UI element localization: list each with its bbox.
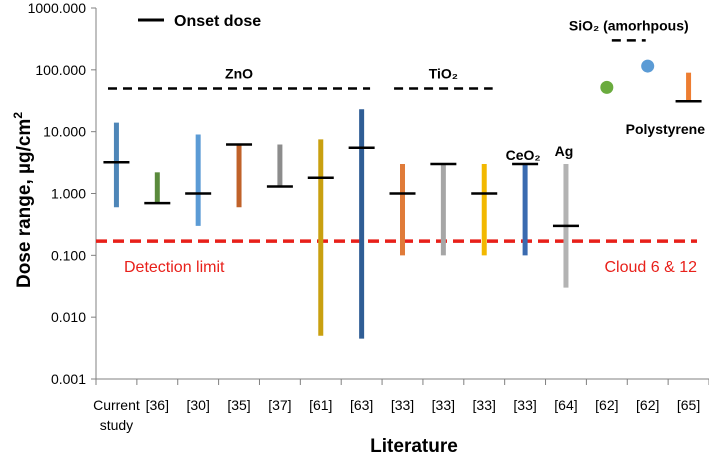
detection-limit-group: Detection limit Cloud 6 & 12	[96, 239, 697, 276]
y-axis-ticks: 0.001 0.010 0.100 1.000 10.000 100.000 1000.00…	[28, 0, 96, 387]
x-tick-label: [33]	[473, 397, 496, 413]
category-annotation: Ag	[555, 143, 574, 159]
x-tick-label: [33]	[391, 397, 414, 413]
x-tick-label: [62]	[595, 397, 618, 413]
y-tick-label: 0.010	[51, 309, 86, 325]
x-tick-label: [36]	[146, 397, 169, 413]
detection-limit-label: Detection limit	[124, 259, 225, 276]
x-tick-label: [64]	[554, 397, 577, 413]
x-tick-label: [61]	[309, 397, 332, 413]
x-tick-label: [33]	[513, 397, 536, 413]
detection-note-label: Cloud 6 & 12	[604, 259, 697, 276]
y-tick-label: 0.001	[51, 371, 86, 387]
y-axis-title-main: Dose range, µg/cm	[14, 119, 35, 288]
y-axis-title-superscript: 2	[11, 112, 25, 119]
legend-onset-label: Onset dose	[174, 13, 261, 30]
category-annotation: CeO₂	[506, 147, 541, 163]
x-tick-label: [37]	[268, 397, 291, 413]
y-tick-label: 10.000	[43, 124, 86, 140]
x-axis-title: Literature	[370, 436, 458, 457]
range-bars	[103, 59, 702, 339]
x-tick-label: [35]	[227, 397, 250, 413]
x-tick-label: study	[100, 417, 133, 433]
y-tick-label: 0.100	[51, 247, 86, 263]
group-label: SiO₂ (amorhpous)	[569, 17, 689, 33]
group-label: ZnO	[225, 65, 253, 81]
y-tick-label: 1000.000	[28, 0, 87, 16]
category-annotation: Polystyrene	[626, 121, 706, 137]
x-tick-label: [65]	[677, 397, 700, 413]
x-tick-label: [30]	[186, 397, 209, 413]
y-tick-label: 100.000	[35, 62, 86, 78]
group-brackets: ZnO TiO₂ SiO₂ (amorhpous) CeO₂ Ag Polystyrene	[108, 17, 705, 163]
data-point	[641, 59, 655, 73]
y-tick-label: 1.000	[51, 186, 86, 202]
legend: Onset dose	[138, 13, 261, 30]
x-axis-ticks: Current study [36] [30] [35] [37] [61] [63] [33]…	[93, 379, 709, 433]
x-tick-label: [33]	[432, 397, 455, 413]
x-tick-label: [62]	[636, 397, 659, 413]
y-axis-title: Dose range, µg/cm2	[11, 112, 35, 288]
x-tick-label: Current	[93, 397, 140, 413]
data-point	[600, 80, 614, 94]
x-tick-label: [63]	[350, 397, 373, 413]
group-label: TiO₂	[429, 65, 458, 81]
